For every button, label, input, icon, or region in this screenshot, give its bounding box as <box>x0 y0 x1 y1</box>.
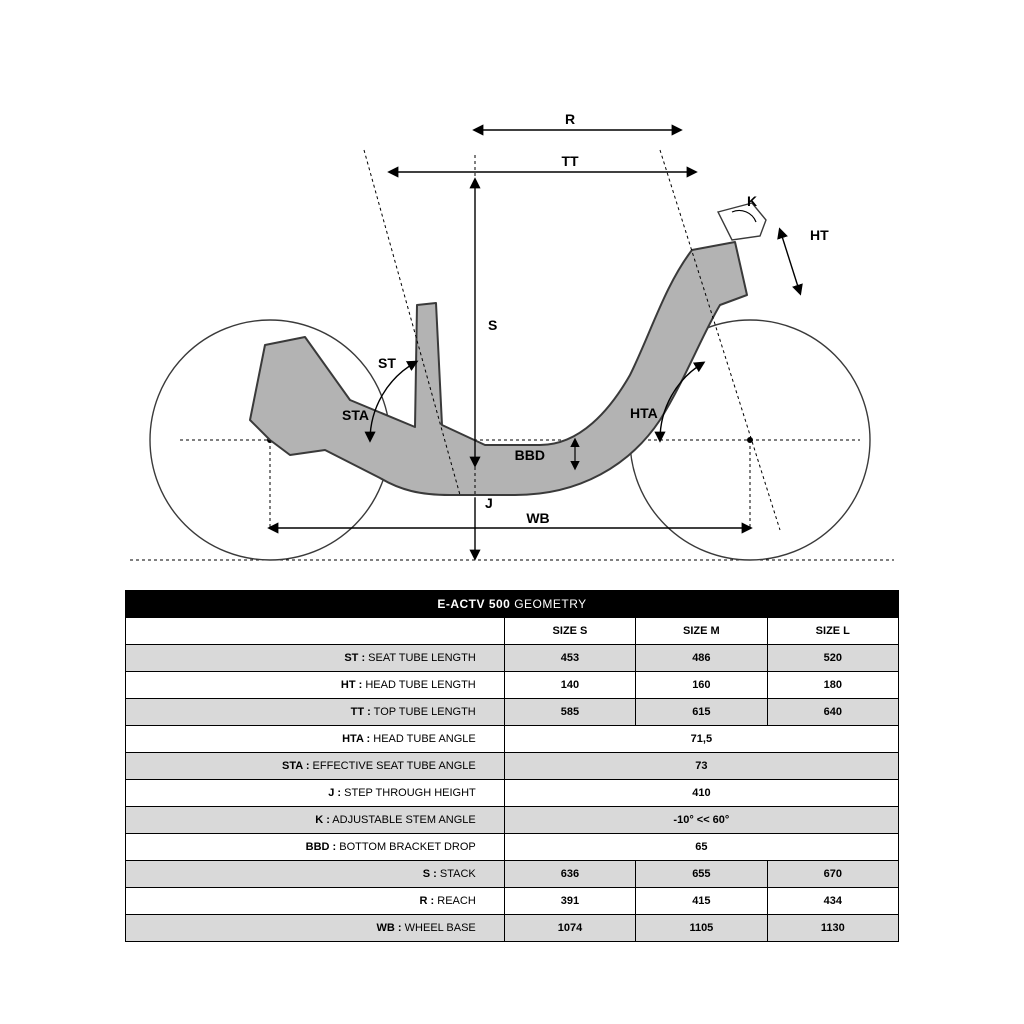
table-row: STA : EFFECTIVE SEAT TUBE ANGLE73 <box>126 753 899 780</box>
dim-ht-line <box>780 230 800 293</box>
row-label: WB : WHEEL BASE <box>126 915 505 942</box>
row-label: HTA : HEAD TUBE ANGLE <box>126 726 505 753</box>
table-row: HT : HEAD TUBE LENGTH140160180 <box>126 672 899 699</box>
table-row: BBD : BOTTOM BRACKET DROP65 <box>126 834 899 861</box>
table-row: TT : TOP TUBE LENGTH585615640 <box>126 699 899 726</box>
header-blank <box>126 618 505 645</box>
dim-sta-label: STA <box>342 407 369 423</box>
row-label: BBD : BOTTOM BRACKET DROP <box>126 834 505 861</box>
table-row: J : STEP THROUGH HEIGHT410 <box>126 780 899 807</box>
dim-k-label: K <box>747 193 757 209</box>
geometry-svg: R TT HT K S ST STA HTA BBD <box>120 100 904 570</box>
geometry-table: E-ACTV 500 GEOMETRY SIZE S SIZE M SIZE L… <box>125 590 899 942</box>
geometry-table-container: E-ACTV 500 GEOMETRY SIZE S SIZE M SIZE L… <box>125 590 899 942</box>
page: R TT HT K S ST STA HTA BBD <box>0 0 1024 1024</box>
row-value: 73 <box>504 753 898 780</box>
row-label: K : ADJUSTABLE STEM ANGLE <box>126 807 505 834</box>
table-row: K : ADJUSTABLE STEM ANGLE-10° << 60° <box>126 807 899 834</box>
bike-frame <box>250 242 747 495</box>
dim-wb-label: WB <box>526 510 549 526</box>
stem-outline <box>718 203 766 240</box>
row-value: 65 <box>504 834 898 861</box>
geometry-table-title: E-ACTV 500 GEOMETRY <box>126 591 899 618</box>
row-value: 71,5 <box>504 726 898 753</box>
row-value: 1105 <box>636 915 767 942</box>
row-value: 453 <box>504 645 635 672</box>
table-row: S : STACK636655670 <box>126 861 899 888</box>
dim-bbd-label: BBD <box>515 447 545 463</box>
dim-ht-label: HT <box>810 227 829 243</box>
row-label: ST : SEAT TUBE LENGTH <box>126 645 505 672</box>
row-label: STA : EFFECTIVE SEAT TUBE ANGLE <box>126 753 505 780</box>
row-value: 615 <box>636 699 767 726</box>
row-value: 160 <box>636 672 767 699</box>
table-row: HTA : HEAD TUBE ANGLE71,5 <box>126 726 899 753</box>
row-value: 434 <box>767 888 898 915</box>
row-value: 391 <box>504 888 635 915</box>
header-size-s: SIZE S <box>504 618 635 645</box>
dim-r-label: R <box>565 111 575 127</box>
row-label: J : STEP THROUGH HEIGHT <box>126 780 505 807</box>
dim-k-arc <box>732 210 756 222</box>
header-size-l: SIZE L <box>767 618 898 645</box>
geometry-table-body: ST : SEAT TUBE LENGTH453486520HT : HEAD … <box>126 645 899 942</box>
row-value: 410 <box>504 780 898 807</box>
dim-hta-label: HTA <box>630 405 658 421</box>
row-value: 640 <box>767 699 898 726</box>
row-value: 140 <box>504 672 635 699</box>
row-value: 415 <box>636 888 767 915</box>
row-value: 670 <box>767 861 898 888</box>
geometry-table-header-row: SIZE S SIZE M SIZE L <box>126 618 899 645</box>
row-value: 585 <box>504 699 635 726</box>
table-row: WB : WHEEL BASE107411051130 <box>126 915 899 942</box>
row-value: 1130 <box>767 915 898 942</box>
geometry-table-title-bold: E-ACTV 500 <box>437 597 510 611</box>
table-row: R : REACH391415434 <box>126 888 899 915</box>
dim-j-label: J <box>485 495 493 511</box>
dim-s-label: S <box>488 317 497 333</box>
row-label: S : STACK <box>126 861 505 888</box>
row-value: -10° << 60° <box>504 807 898 834</box>
row-label: HT : HEAD TUBE LENGTH <box>126 672 505 699</box>
row-value: 180 <box>767 672 898 699</box>
geometry-diagram: R TT HT K S ST STA HTA BBD <box>120 100 904 570</box>
header-size-m: SIZE M <box>636 618 767 645</box>
row-value: 1074 <box>504 915 635 942</box>
row-value: 655 <box>636 861 767 888</box>
row-label: R : REACH <box>126 888 505 915</box>
dim-st-label: ST <box>378 355 396 371</box>
geometry-table-title-rest: GEOMETRY <box>510 597 586 611</box>
dim-tt-label: TT <box>561 153 579 169</box>
table-row: ST : SEAT TUBE LENGTH453486520 <box>126 645 899 672</box>
geometry-table-title-row: E-ACTV 500 GEOMETRY <box>126 591 899 618</box>
row-value: 486 <box>636 645 767 672</box>
row-value: 636 <box>504 861 635 888</box>
row-label: TT : TOP TUBE LENGTH <box>126 699 505 726</box>
row-value: 520 <box>767 645 898 672</box>
